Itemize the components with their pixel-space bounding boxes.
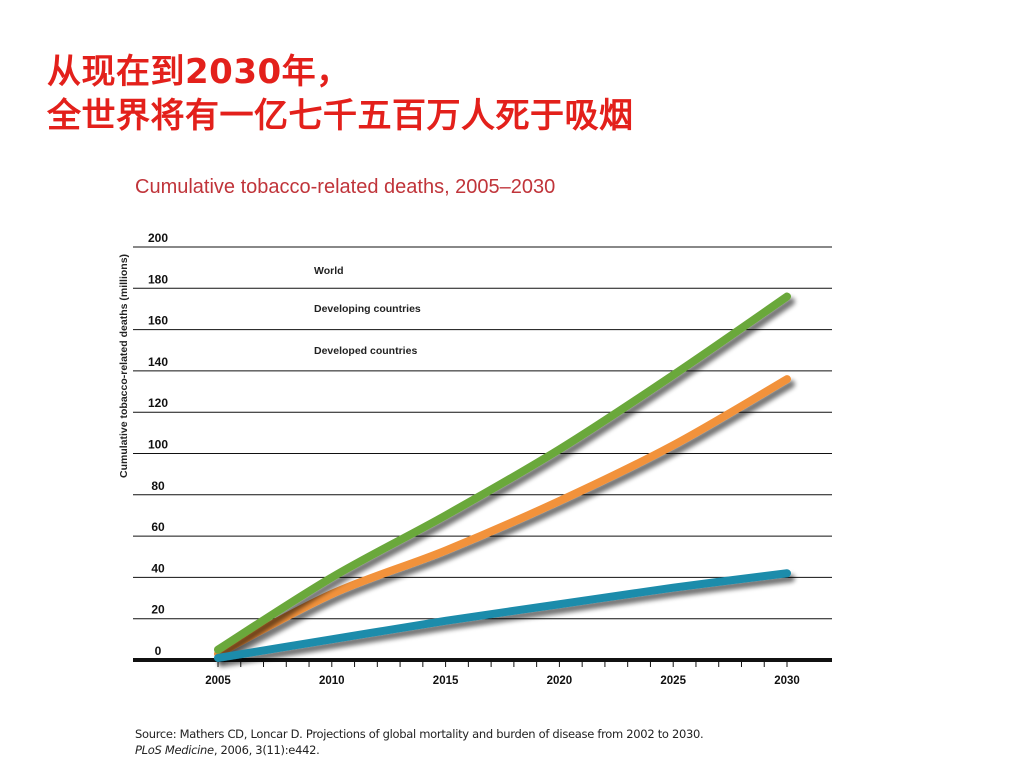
y-tick-label: 60 bbox=[151, 520, 165, 534]
y-tick-label: 200 bbox=[148, 231, 168, 245]
source-note: Source: Mathers CD, Loncar D. Projection… bbox=[135, 726, 704, 758]
y-tick-label: 160 bbox=[148, 314, 168, 328]
x-tick-marks: 2005 2010 2015 2020 2025 2030 bbox=[205, 660, 800, 687]
x-tick-label: 2010 bbox=[319, 675, 345, 687]
series-lines bbox=[214, 292, 791, 662]
source-journal: PLoS Medicine bbox=[135, 743, 214, 757]
y-tick-label: 40 bbox=[151, 561, 165, 575]
chart-title: Cumulative tobacco-related deaths, 2005–… bbox=[135, 176, 555, 198]
slide-title-line-2: 全世界将有一亿七千五百万人死于吸烟 bbox=[47, 96, 634, 136]
y-axis-label: Cumulative tobacco-related deaths (milli… bbox=[118, 254, 130, 478]
legend-label: Developed countries bbox=[314, 345, 417, 357]
x-tick-label: 2020 bbox=[547, 675, 573, 687]
y-tick-label: 140 bbox=[148, 355, 168, 369]
series-line-developed-countries bbox=[214, 569, 791, 662]
legend: World Developing countries Developed count… bbox=[215, 265, 421, 357]
y-tick-labels: 0 20 40 60 80 100 120 140 160 180 200 bbox=[148, 231, 168, 658]
source-citation: , 2006, 3(11):e442. bbox=[213, 743, 320, 757]
series-line-world bbox=[214, 292, 791, 654]
y-tick-label: 100 bbox=[148, 438, 168, 452]
series-line-developing-countries bbox=[214, 375, 791, 658]
slide-title-line-1: 从现在到2030年， bbox=[47, 52, 351, 92]
legend-label: World bbox=[314, 265, 344, 277]
y-tick-label: 80 bbox=[151, 479, 165, 493]
slide-title: 从现在到2030年， 全世界将有一亿七千五百万人死于吸烟 bbox=[47, 50, 634, 138]
x-tick-label: 2030 bbox=[774, 675, 800, 687]
x-tick-label: 2025 bbox=[660, 675, 686, 687]
x-tick-label: 2015 bbox=[433, 675, 459, 687]
x-tick-label: 2005 bbox=[205, 675, 231, 687]
legend-label: Developing countries bbox=[314, 303, 421, 315]
y-tick-label: 20 bbox=[151, 603, 165, 617]
source-line-1: Source: Mathers CD, Loncar D. Projection… bbox=[135, 727, 704, 741]
grid-lines bbox=[133, 246, 832, 662]
y-tick-label: 180 bbox=[148, 272, 168, 286]
source-line-2: PLoS Medicine, 2006, 3(11):e442. bbox=[135, 742, 703, 758]
y-tick-label: 120 bbox=[148, 396, 168, 410]
y-tick-label: 0 bbox=[155, 644, 162, 658]
